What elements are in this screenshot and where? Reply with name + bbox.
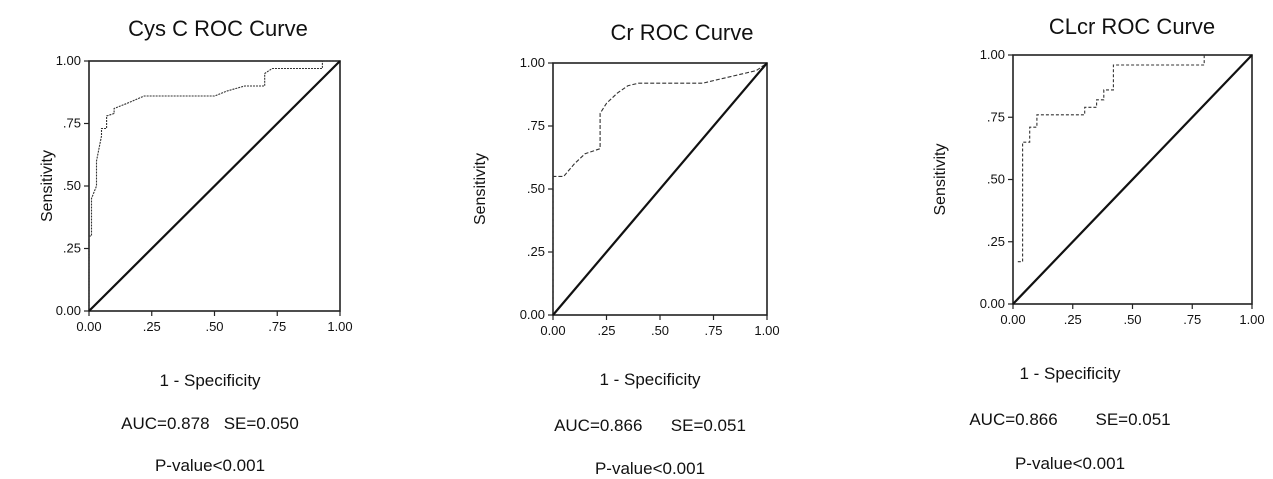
roc-curve: [552, 62, 768, 315]
auc-label: AUC=0.878 SE=0.050: [121, 414, 299, 433]
chart-title: Cys C ROC Curve: [128, 16, 308, 41]
y-tick-label: .75: [527, 118, 545, 133]
x-tick-label: 0.00: [1000, 312, 1025, 327]
y-axis-label: Sensitivity: [472, 153, 489, 225]
x-axis-label: 1 - Specificity: [599, 370, 701, 389]
x-tick-label: .25: [597, 323, 615, 338]
y-tick-label: 1.00: [520, 55, 545, 70]
p-value-label: P-value<0.001: [154, 456, 266, 475]
chart-title: CLcr ROC Curve: [1049, 14, 1215, 39]
x-tick-label: 1.00: [1239, 312, 1264, 327]
x-tick-label: .25: [143, 319, 161, 334]
y-tick-label: .25: [527, 244, 545, 259]
x-tick-label: .75: [704, 323, 722, 338]
roc-chart-cysc: Cys C ROC Curve Sensitivity 0.00 .25 .50 .75 1…: [39, 16, 353, 334]
y-axis-label: Sensitivity: [39, 150, 56, 222]
y-tick-label: 0.00: [520, 307, 545, 322]
y-tick-label: .75: [63, 116, 81, 131]
y-tick-label: .25: [987, 234, 1005, 249]
x-tick-label: .75: [1183, 312, 1201, 327]
x-tick-label: .50: [205, 319, 223, 334]
p-value-label: P-value<0.001: [594, 459, 706, 478]
roc-chart-clcr: CLcr ROC Curve Sensitivity 0.00 .25 .50 .75 1.…: [932, 14, 1265, 327]
auc-label: AUC=0.866 SE=0.051: [554, 416, 746, 435]
y-axis-label: Sensitivity: [932, 143, 949, 215]
y-tick-label: .50: [987, 172, 1005, 187]
y-tick-label: 0.00: [980, 296, 1005, 311]
roc-chart-cr: Cr ROC Curve Sensitivity 0.00 .25 .50 .75 1.00…: [472, 20, 780, 338]
x-tick-label: 0.00: [540, 323, 565, 338]
y-tick-label: .50: [527, 181, 545, 196]
x-axis-label: 1 - Specificity: [1019, 364, 1121, 383]
x-tick-label: .50: [651, 323, 669, 338]
roc-panel-cysc: Cys C ROC Curve Sensitivity 0.00 .25 .50 .75 1…: [0, 0, 420, 478]
y-tick-label: 0.00: [56, 303, 81, 318]
x-tick-label: 0.00: [76, 319, 101, 334]
y-tick-label: 1.00: [980, 47, 1005, 62]
chart-title: Cr ROC Curve: [610, 20, 753, 45]
roc-panel-clcr: CLcr ROC Curve Sensitivity 0.00 .25 .50 .75 1.…: [860, 0, 1273, 478]
x-tick-label: 1.00: [754, 323, 779, 338]
y-tick-label: 1.00: [56, 53, 81, 68]
reference-line: [552, 62, 768, 316]
y-tick-label: .50: [63, 178, 81, 193]
x-tick-label: 1.00: [327, 319, 352, 334]
y-tick-label: .25: [63, 241, 81, 256]
y-tick-label: .75: [987, 109, 1005, 124]
p-value-label: P-value<0.001: [1014, 454, 1126, 473]
x-tick-label: .25: [1064, 312, 1082, 327]
x-tick-label: .75: [268, 319, 286, 334]
x-axis-label: 1 - Specificity: [159, 371, 261, 390]
roc-curve: [1017, 55, 1205, 263]
roc-panel-cr: Cr ROC Curve Sensitivity 0.00 .25 .50 .75 1.00…: [430, 0, 850, 478]
roc-curve: [88, 60, 340, 311]
x-tick-label: .50: [1123, 312, 1141, 327]
reference-line: [88, 60, 341, 312]
reference-line: [1012, 54, 1253, 305]
auc-label: AUC=0.866 SE=0.051: [969, 410, 1171, 429]
